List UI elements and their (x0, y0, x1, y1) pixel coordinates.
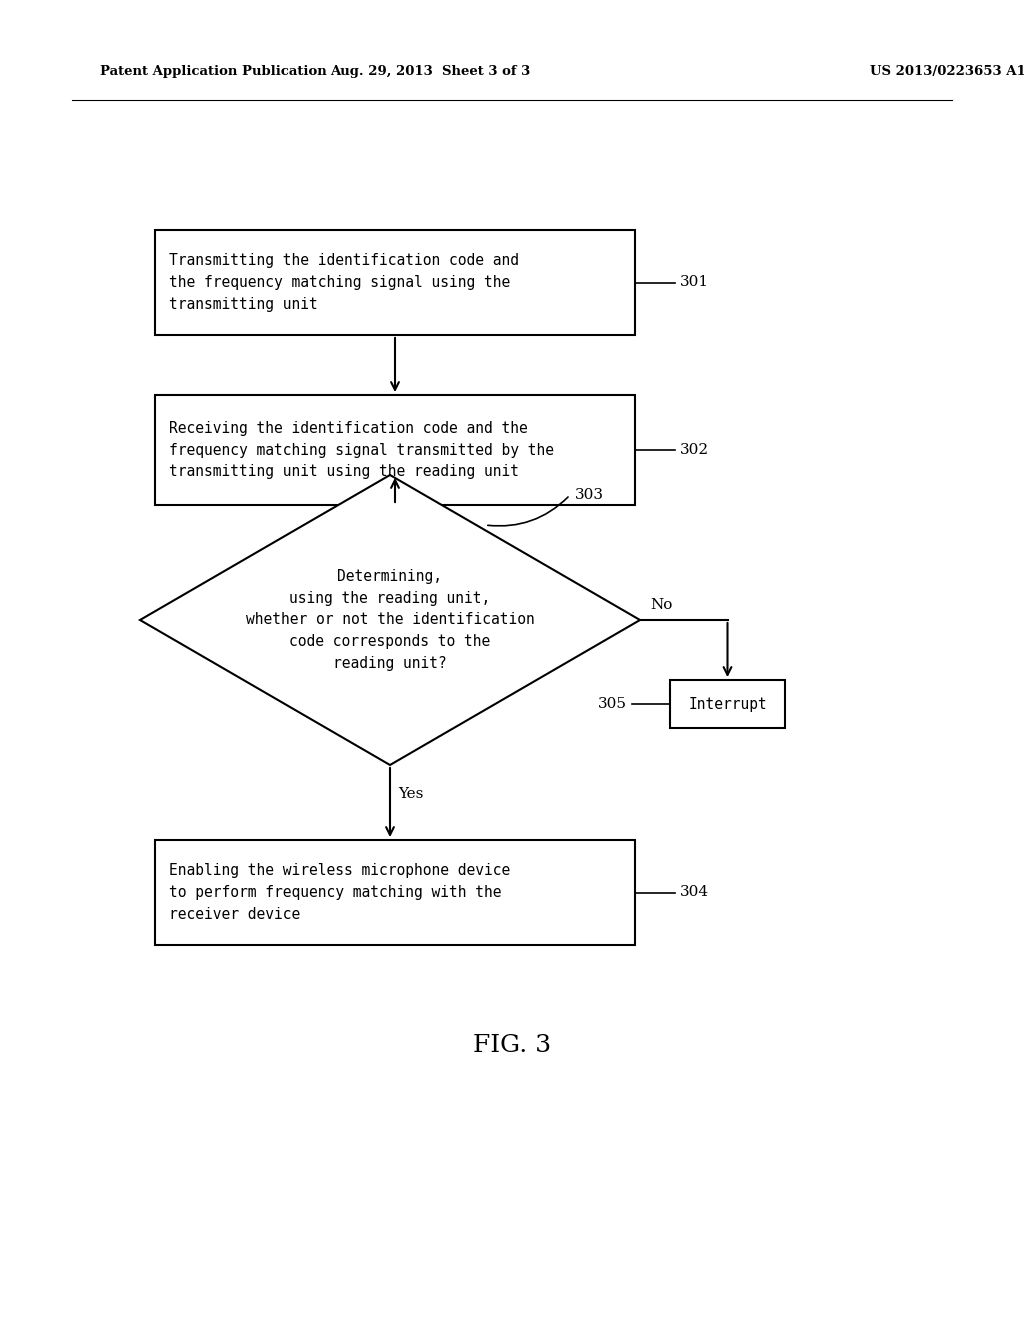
FancyBboxPatch shape (155, 230, 635, 335)
Text: Enabling the wireless microphone device
to perform frequency matching with the
r: Enabling the wireless microphone device … (169, 863, 510, 921)
Text: US 2013/0223653 A1: US 2013/0223653 A1 (870, 66, 1024, 78)
Text: 304: 304 (680, 886, 710, 899)
Text: FIG. 3: FIG. 3 (473, 1034, 551, 1056)
FancyBboxPatch shape (155, 395, 635, 506)
Text: Interrupt: Interrupt (688, 697, 767, 711)
FancyBboxPatch shape (670, 680, 785, 729)
Text: 305: 305 (598, 697, 627, 711)
Text: Aug. 29, 2013  Sheet 3 of 3: Aug. 29, 2013 Sheet 3 of 3 (330, 66, 530, 78)
FancyBboxPatch shape (155, 840, 635, 945)
Text: Yes: Yes (398, 787, 423, 801)
Text: 301: 301 (680, 276, 710, 289)
Text: 303: 303 (575, 488, 604, 502)
Text: Transmitting the identification code and
the frequency matching signal using the: Transmitting the identification code and… (169, 253, 519, 312)
Polygon shape (140, 475, 640, 766)
Text: Patent Application Publication: Patent Application Publication (100, 66, 327, 78)
Text: Determining,
using the reading unit,
whether or not the identification
code corr: Determining, using the reading unit, whe… (246, 569, 535, 671)
Text: Receiving the identification code and the
frequency matching signal transmitted : Receiving the identification code and th… (169, 421, 554, 479)
Text: 302: 302 (680, 444, 710, 457)
Text: No: No (650, 598, 673, 612)
